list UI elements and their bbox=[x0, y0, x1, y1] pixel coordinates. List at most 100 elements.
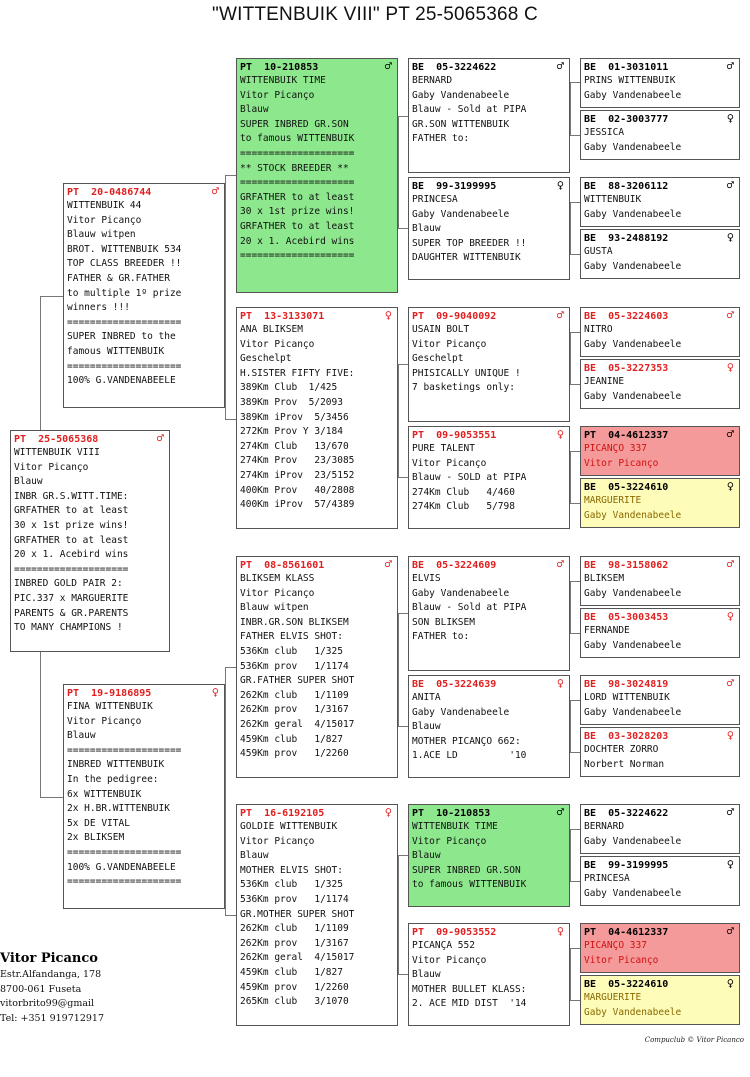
pigeon-info-line: GRFATHER to at least bbox=[14, 534, 129, 546]
pigeon-info-line: Vitor Picanço bbox=[67, 214, 142, 226]
pigeon-info-line: 389Km Club 1/425 bbox=[240, 382, 338, 394]
pigeon-info-line: 459Km prov 1/2260 bbox=[240, 748, 349, 760]
pigeon-info-line: Geschelpt bbox=[412, 353, 464, 365]
male-symbol-icon: ♂ bbox=[726, 557, 734, 571]
ring-id: PT 09-9053551 bbox=[412, 430, 497, 441]
female-symbol-icon: ♀ bbox=[211, 685, 219, 699]
pigeon-info-line: SUPER TOP BREEDER !! bbox=[412, 237, 527, 249]
pigeon-info-line: WITTENBUIK TIME bbox=[240, 75, 326, 86]
pigeon-ring-number: BE 01-3031011 ♂ bbox=[584, 60, 736, 74]
pigeon-info-line: Blauw bbox=[412, 223, 441, 235]
pigeon-ring-number: BE 05-3224609 ♂ bbox=[412, 557, 566, 572]
pigeon-info-line: ** STOCK BREEDER ** bbox=[240, 162, 349, 174]
pigeon-info-line: 262Km club 1/1109 bbox=[240, 923, 349, 935]
pigeon-info-line: ==================== bbox=[240, 147, 355, 159]
connector-line bbox=[398, 613, 399, 726]
pigeon-info-line: 5x DE VITAL bbox=[67, 817, 130, 829]
ring-id: BE 02-3003777 bbox=[584, 114, 669, 125]
breeder-city: 8700-061 Fuseta bbox=[0, 983, 82, 995]
male-symbol-icon: ♂ bbox=[156, 431, 164, 445]
pigeon-info-line: Vitor Picanço bbox=[584, 954, 659, 966]
pigeon-card: BE 01-3031011 ♂ PRINS WITTENBUIK Gaby Vande… bbox=[580, 58, 740, 108]
ring-id: BE 88-3206112 bbox=[584, 181, 669, 192]
pigeon-info-line: MOTHER PICANÇO 662: bbox=[412, 735, 521, 747]
ring-id: BE 93-2488192 bbox=[584, 233, 669, 244]
pigeon-info-line: Gaby Vandenabeele bbox=[584, 338, 682, 350]
pigeon-info-line: TOP CLASS BREEDER !! bbox=[67, 258, 182, 270]
ring-id: BE 05-3224610 bbox=[584, 979, 669, 990]
pigeon-info-line: ==================== bbox=[67, 846, 182, 858]
pigeon-info-line: GR.FATHER SUPER SHOT bbox=[240, 675, 355, 687]
ring-id: PT 25-5065368 bbox=[14, 434, 99, 445]
pigeon-info-line: 459Km prov 1/2260 bbox=[240, 981, 349, 993]
pigeon-ring-number: PT 09-9053551 ♀ bbox=[412, 427, 566, 442]
pigeon-ring-number: BE 05-3227353 ♀ bbox=[584, 360, 736, 375]
breeder-name: Vitor Picanco bbox=[0, 951, 98, 966]
pigeon-info-line: WITTENBUIK VIII bbox=[14, 447, 100, 458]
pigeon-info-line: Gaby Vandenabeele bbox=[412, 208, 510, 220]
connector-line bbox=[570, 881, 580, 882]
female-symbol-icon: ♀ bbox=[726, 111, 734, 125]
pigeon-info-line: Blauw witpen bbox=[67, 229, 136, 241]
pigeon-info-line: Gaby Vandenabeele bbox=[584, 587, 682, 599]
ring-id: BE 99-3199995 bbox=[584, 860, 669, 871]
pigeon-info-line: 274Km Club 13/670 bbox=[240, 440, 349, 452]
pigeon-info-line: PIC.337 x MARGUERITE bbox=[14, 592, 129, 604]
pigeon-card: PT 04-4612337 ♂ PICANÇO 337 Vitor Picanço bbox=[580, 426, 740, 476]
pigeon-info-line: Norbert Norman bbox=[584, 758, 665, 770]
connector-line bbox=[225, 175, 236, 176]
pigeon-info-line: JEANINE bbox=[584, 376, 625, 387]
pigeon-info-line: In the pedigree: bbox=[67, 773, 159, 785]
pigeon-info-line: Blauw bbox=[412, 850, 441, 862]
pedigree-title: "WITTENBUIK VIII" PT 25-5065368 C bbox=[212, 4, 538, 25]
pigeon-info-line: Vitor Picanço bbox=[584, 457, 659, 469]
pigeon-info-line: Gaby Vandenabeele bbox=[412, 587, 510, 599]
connector-line bbox=[398, 116, 399, 228]
pigeon-info-line: GRFATHER to at least bbox=[240, 220, 355, 232]
connector-line bbox=[570, 503, 580, 504]
pigeon-info-line: DOCHTER ZORRO bbox=[584, 744, 659, 755]
pigeon-info-line: BERNARD bbox=[584, 821, 625, 832]
female-symbol-icon: ♀ bbox=[726, 230, 734, 244]
pigeon-info-line: Gaby Vandenabeele bbox=[584, 89, 682, 101]
connector-line bbox=[570, 82, 571, 135]
pigeon-info-line: ANITA bbox=[412, 692, 441, 703]
female-symbol-icon: ♀ bbox=[726, 360, 734, 374]
pigeon-info-line: 389Km Prov 5/2093 bbox=[240, 396, 343, 408]
pigeon-info-line: Gaby Vandenabeele bbox=[584, 887, 682, 899]
ring-id: BE 98-3024819 bbox=[584, 679, 669, 690]
connector-line bbox=[570, 202, 571, 254]
pigeon-info-line: PARENTS & GR.PARENTS bbox=[14, 607, 129, 619]
pigeon-info-line: ==================== bbox=[67, 876, 182, 888]
pigeon-info-line: INBR GR.S.WITT.TIME: bbox=[14, 490, 129, 502]
pigeon-info-line: FERNANDE bbox=[584, 625, 630, 636]
pigeon-info-line: Blauw - Sold at PIPA bbox=[412, 602, 527, 614]
male-symbol-icon: ♂ bbox=[556, 59, 564, 73]
connector-line bbox=[225, 915, 236, 916]
pigeon-info-line: PICANÇO 337 bbox=[584, 940, 647, 951]
pigeon-card: BE 93-2488192 ♀ GUSTA Gaby Vandenabeele bbox=[580, 229, 740, 279]
pigeon-info-line: MARGUERITE bbox=[584, 992, 642, 1003]
pigeon-card: BE 05-3227353 ♀ JEANINE Gaby Vandenabeele bbox=[580, 359, 740, 409]
female-symbol-icon: ♀ bbox=[556, 924, 564, 938]
connector-line bbox=[570, 581, 580, 582]
pigeon-info-line: 536Km club 1/325 bbox=[240, 645, 343, 657]
pigeon-info-line: 262Km prov 1/3167 bbox=[240, 937, 349, 949]
pigeon-card: BE 05-3224609 ♂ ELVIS Gaby Vandenabeele Blau… bbox=[408, 556, 570, 671]
female-symbol-icon: ♀ bbox=[556, 427, 564, 441]
male-symbol-icon: ♂ bbox=[556, 557, 564, 571]
pigeon-info-line: ==================== bbox=[67, 316, 182, 328]
ring-id: BE 01-3031011 bbox=[584, 62, 669, 73]
pigeon-ring-number: BE 03-3028203 ♀ bbox=[584, 729, 736, 743]
pigeon-info-line: Blauw bbox=[240, 104, 269, 116]
female-symbol-icon: ♀ bbox=[726, 976, 734, 990]
pigeon-ring-number: PT 04-4612337 ♂ bbox=[584, 925, 736, 939]
pigeon-info-line: 274Km iProv 23/5152 bbox=[240, 469, 355, 481]
pigeon-info-line: Gaby Vandenabeele bbox=[584, 390, 682, 402]
pigeon-ring-number: BE 02-3003777 ♀ bbox=[584, 111, 736, 126]
pigeon-info-line: 30 x 1st prize wins! bbox=[14, 519, 129, 531]
pigeon-ring-number: BE 99-3199995 ♀ bbox=[412, 179, 566, 193]
pigeon-info-line: Gaby Vandenabeele bbox=[584, 208, 682, 220]
pigeon-card: BE 05-3003453 ♀ FERNANDE Gaby Vandenabeele bbox=[580, 608, 740, 658]
pigeon-card: PT 20-0486744 ♂ WITTENBUIK 44 Vitor Picanço… bbox=[63, 183, 225, 408]
